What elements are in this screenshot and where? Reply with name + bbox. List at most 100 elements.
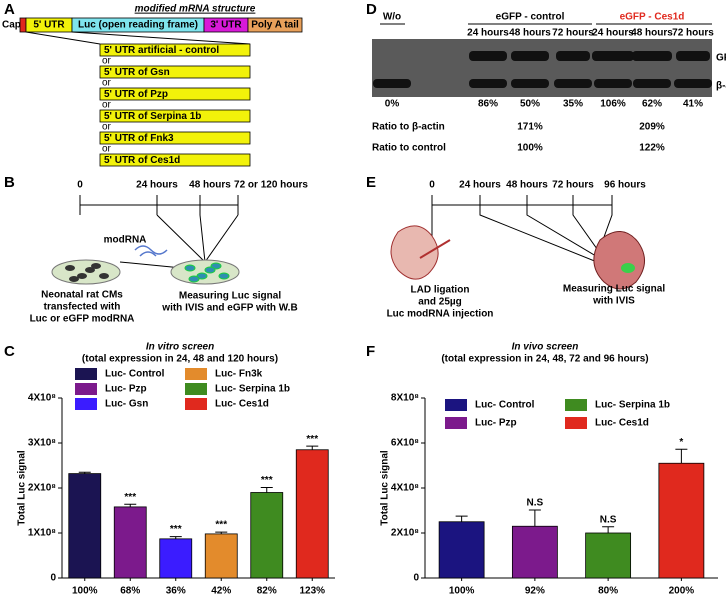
caption: Measuring Luc signal (563, 284, 665, 295)
panel-label: E (366, 174, 376, 191)
utr-option-box (99, 87, 251, 101)
row-label: Ratio to β-actin (372, 122, 445, 133)
timeline-label: 48 hours (506, 180, 548, 191)
x-tick-label: 123% (299, 586, 325, 597)
cells (65, 262, 230, 283)
legend-label: Luc- Serpina 1b (595, 400, 670, 411)
chart-title: In vitro screen (146, 342, 214, 353)
error-bar (215, 531, 228, 534)
error-bar (528, 509, 541, 527)
legend-swatch (75, 383, 97, 395)
timeline-label: 96 hours (604, 180, 646, 191)
x-tick-label: 80% (598, 586, 618, 597)
legend-label: Luc- Serpina 1b (215, 384, 290, 395)
cap-block (19, 17, 27, 33)
legend-label: Luc- Ces1d (595, 418, 649, 429)
utr-option-label: 5' UTR of Serpina 1b (104, 111, 201, 122)
panel-label: B (4, 174, 15, 191)
error-bar (602, 526, 615, 533)
x-tick-label: 200% (669, 586, 695, 597)
error-bar (78, 471, 91, 474)
heart-icon (390, 225, 439, 280)
utr-option-label: 5' UTR of Ces1d (104, 155, 180, 166)
modrna-icon (134, 245, 168, 257)
caption: Luc modRNA injection (387, 309, 494, 320)
x-tick-label: 82% (257, 586, 277, 597)
utr-option-box (99, 65, 251, 79)
chart-title: In vivo screen (512, 342, 579, 353)
legend-label: Luc- Gsn (105, 399, 148, 410)
timeline-label: 24 hours (136, 180, 178, 191)
connector (25, 31, 101, 45)
group-label: W/o (383, 12, 401, 23)
utr-option-label: 5' UTR artificial - control (104, 45, 219, 56)
segment-label: Poly A tail (251, 20, 299, 31)
timeline-label: 48 hours (189, 180, 231, 191)
y-tick-label: 8X10⁸ (391, 393, 419, 404)
legend-label: Luc- Pzp (105, 384, 147, 395)
panel-title: modified mRNA structure (135, 4, 256, 15)
lanes: 0% 24 hours 86% 48 hours 50% 72 hours 35% 24 ho… (373, 28, 714, 110)
bar (204, 533, 238, 579)
separator: or (102, 78, 112, 89)
actin-band (633, 79, 671, 88)
panel-label: F (366, 343, 375, 360)
caption: Neonatal rat CMs (41, 290, 123, 301)
error-bar (306, 445, 319, 450)
gfp-band (676, 51, 710, 61)
utr-option-label: 5' UTR of Pzp (104, 89, 168, 100)
cell (196, 272, 208, 280)
bar (658, 462, 705, 579)
timeline-ticks (431, 195, 613, 269)
gfp-band (556, 51, 590, 61)
row-value: 122% (639, 143, 665, 154)
lane-percent: 50% (520, 99, 540, 110)
legend-swatch (185, 383, 207, 395)
cap-label: Cap (2, 20, 21, 31)
actin-band (554, 79, 592, 88)
segment-label: 5' UTR (33, 20, 65, 31)
caption: with IVIS and eGFP with W.B (161, 303, 297, 314)
utr-option-label: 5' UTR of Fnk3 (104, 133, 174, 144)
panel-label: A (4, 1, 15, 18)
heart-icon (593, 231, 645, 290)
legend-swatch (75, 368, 97, 380)
significance: N.S (527, 498, 544, 509)
group-label: eGFP - control (496, 12, 565, 23)
error-bar (455, 515, 468, 522)
group-label: eGFP - Ces1d (620, 12, 685, 23)
y-tick-label: 6X10⁸ (391, 438, 419, 449)
timeline-label: 72 or 120 hours (234, 180, 308, 191)
dish (170, 259, 240, 285)
panel-label: C (4, 343, 15, 360)
legend-swatch (565, 399, 587, 411)
utr-option-box (99, 43, 251, 57)
y-tick-label: 3X10⁸ (28, 438, 56, 449)
lane-label: 24 hours (467, 28, 509, 39)
band-label: β-actin (716, 81, 726, 92)
lane-percent: 35% (563, 99, 583, 110)
lane-label: 48 hours (631, 28, 673, 39)
band-label: GFP (716, 53, 726, 64)
actin-band (674, 79, 712, 88)
error-bar (675, 448, 688, 464)
y-axis-label: Total Luc signal (380, 450, 391, 526)
bar (113, 506, 147, 579)
cell (77, 273, 87, 279)
y-tick-label: 1X10⁸ (28, 528, 56, 539)
legend-swatch (185, 368, 207, 380)
error-bar (169, 536, 182, 539)
modrna-label: modRNA (104, 235, 147, 246)
caption: LAD ligation (411, 285, 470, 296)
lane-label: 48 hours (509, 28, 551, 39)
y-tick-label: 2X10⁸ (28, 483, 56, 494)
actin-band (373, 79, 411, 88)
polya-block (247, 17, 303, 33)
caption: Measuring Luc signal (179, 291, 281, 302)
cell (188, 275, 200, 283)
cell (184, 264, 196, 272)
legend-swatch (75, 398, 97, 410)
y-tick-label: 0 (413, 573, 419, 584)
cell (65, 265, 75, 271)
x-tick-label: 92% (525, 586, 545, 597)
